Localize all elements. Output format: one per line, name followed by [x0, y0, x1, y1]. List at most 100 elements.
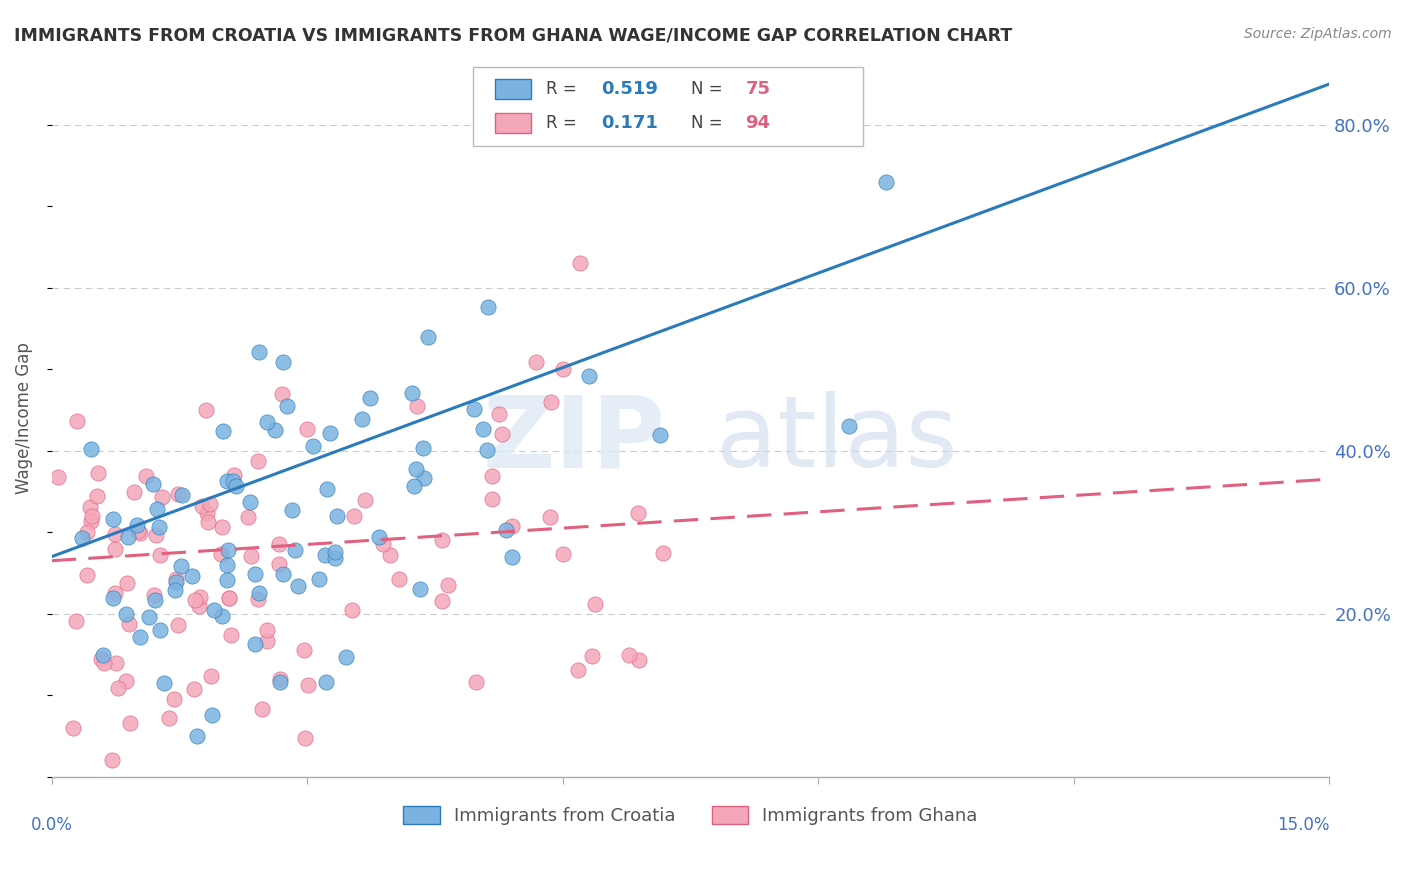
Point	[163, 692, 186, 706]
Point	[581, 648, 603, 663]
Point	[343, 508, 366, 523]
Point	[627, 506, 650, 520]
Point	[218, 591, 240, 605]
Point	[122, 485, 145, 500]
Y-axis label: Wage/Income Gap: Wage/Income Gap	[15, 343, 32, 494]
Point	[276, 400, 298, 414]
Point	[200, 669, 222, 683]
Point	[195, 506, 218, 520]
Point	[354, 493, 377, 508]
Point	[170, 558, 193, 573]
Point	[247, 591, 270, 606]
Point	[412, 441, 434, 455]
Point	[267, 537, 290, 551]
Point	[211, 609, 233, 624]
Point	[215, 558, 238, 573]
Point	[250, 701, 273, 715]
Text: IMMIGRANTS FROM CROATIA VS IMMIGRANTS FROM GHANA WAGE/INCOME GAP CORRELATION CHA: IMMIGRANTS FROM CROATIA VS IMMIGRANTS FR…	[14, 27, 1012, 45]
Point	[62, 721, 84, 735]
Point	[80, 442, 103, 456]
Point	[204, 603, 226, 617]
Point	[163, 583, 186, 598]
Point	[316, 482, 339, 496]
Point	[495, 523, 517, 537]
Point	[287, 579, 309, 593]
Point	[335, 650, 357, 665]
Point	[76, 568, 98, 582]
Point	[323, 551, 346, 566]
Point	[118, 616, 141, 631]
Legend: Immigrants from Croatia, Immigrants from Ghana: Immigrants from Croatia, Immigrants from…	[396, 798, 984, 832]
Point	[430, 594, 453, 608]
Point	[184, 592, 207, 607]
Point	[318, 426, 340, 441]
Point	[127, 517, 149, 532]
Point	[540, 395, 562, 409]
Point	[209, 547, 232, 561]
Text: R =: R =	[546, 113, 582, 132]
Point	[117, 529, 139, 543]
Point	[72, 531, 94, 545]
Point	[538, 510, 561, 524]
Point	[145, 593, 167, 607]
Text: ZIP: ZIP	[482, 391, 665, 488]
Point	[567, 663, 589, 677]
Point	[181, 569, 204, 583]
Point	[269, 672, 291, 686]
Point	[149, 549, 172, 563]
Point	[488, 407, 510, 421]
Point	[211, 520, 233, 534]
Point	[578, 368, 600, 383]
Point	[652, 546, 675, 560]
Point	[104, 586, 127, 600]
Point	[149, 624, 172, 638]
Point	[166, 487, 188, 501]
Point	[191, 499, 214, 513]
Text: 15.0%: 15.0%	[1277, 816, 1329, 834]
Point	[648, 428, 671, 442]
Point	[236, 509, 259, 524]
Point	[222, 474, 245, 488]
Point	[165, 575, 187, 590]
Point	[271, 567, 294, 582]
Point	[263, 423, 285, 437]
Point	[256, 415, 278, 429]
Point	[838, 419, 860, 434]
Point	[405, 462, 427, 476]
Point	[120, 715, 142, 730]
Point	[138, 609, 160, 624]
Text: N =: N =	[690, 113, 727, 132]
Point	[128, 526, 150, 541]
Point	[201, 708, 224, 723]
Point	[225, 479, 247, 493]
FancyBboxPatch shape	[495, 79, 531, 99]
Point	[325, 508, 347, 523]
Point	[135, 468, 157, 483]
Point	[314, 548, 336, 562]
Text: 94: 94	[745, 113, 770, 132]
Point	[501, 549, 523, 564]
Text: 0.519: 0.519	[602, 80, 658, 98]
Point	[222, 468, 245, 483]
Point	[194, 403, 217, 417]
Point	[247, 454, 270, 468]
Point	[270, 387, 292, 401]
Point	[256, 623, 278, 637]
Point	[165, 572, 187, 586]
Point	[143, 588, 166, 602]
Point	[66, 414, 89, 428]
Point	[188, 590, 211, 604]
Point	[269, 558, 291, 572]
Point	[297, 678, 319, 692]
Point	[115, 576, 138, 591]
Point	[416, 330, 439, 344]
Point	[875, 175, 897, 189]
Point	[186, 729, 208, 743]
Point	[93, 657, 115, 671]
Point	[153, 676, 176, 690]
Point	[491, 427, 513, 442]
Point	[150, 490, 173, 504]
Point	[167, 618, 190, 632]
Point	[145, 528, 167, 542]
Point	[107, 681, 129, 695]
